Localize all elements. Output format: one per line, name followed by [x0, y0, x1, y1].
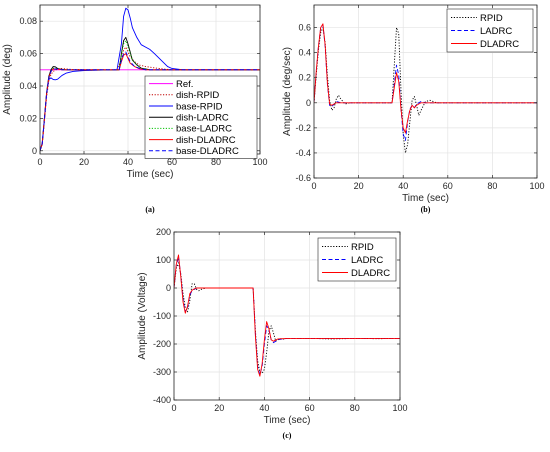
y-tick-label: 100 — [156, 255, 171, 265]
y-tick-label: 200 — [156, 227, 171, 237]
y-tick-label: 0.02 — [19, 113, 37, 123]
y-axis-label: Amplitude (Voltage) — [137, 272, 148, 359]
x-tick-label: 0 — [37, 157, 42, 167]
y-tick-label: -0.2 — [295, 123, 311, 133]
legend-label: base-RPID — [176, 101, 223, 112]
y-tick-label: -0.6 — [295, 173, 311, 183]
legend-label: RPID — [351, 242, 374, 253]
x-axis-label: Time (sec) — [264, 415, 311, 426]
chart-c: 0 20 40 60 80 100 -400 -300 -200 -100 0 100 200 Time … — [137, 227, 408, 440]
figure-caption: (a) — [145, 205, 155, 214]
y-axis-label: Amplitude (deg/sec) — [282, 47, 293, 136]
figure-caption: (b) — [421, 205, 431, 214]
y-tick-label: 0.6 — [298, 23, 311, 33]
chart-a: 0 20 40 60 80 100 0 0.02 0.04 0.06 0.08 Time (sec) A… — [2, 4, 268, 214]
legend-label: LADRC — [351, 255, 383, 266]
y-tick-label: -200 — [153, 339, 171, 349]
y-tick-label: 0.08 — [19, 16, 37, 26]
legend: RPID LADRC DLADRC — [317, 237, 397, 282]
x-axis-label: Time (sec) — [127, 169, 174, 180]
series-line-base-rpid — [40, 7, 260, 151]
x-tick-label: 100 — [392, 403, 407, 413]
legend: RPID LADRC DLADRC — [446, 8, 534, 53]
legend-label: base-LADRC — [176, 124, 232, 135]
series-group — [174, 254, 400, 377]
x-tick-label: 40 — [123, 157, 133, 167]
series-line-dladrc — [314, 23, 537, 134]
x-tick-label: 40 — [259, 403, 269, 413]
legend-label: dish-DLADRC — [176, 135, 236, 146]
x-tick-label: 60 — [443, 181, 453, 191]
legend-label: RPID — [480, 13, 503, 24]
legend-label: dish-LADRC — [176, 113, 229, 124]
x-axis-label: Time (sec) — [402, 193, 449, 204]
series-line-base-dladrc — [40, 51, 260, 151]
x-tick-label: 20 — [79, 157, 89, 167]
x-tick-label: 80 — [350, 403, 360, 413]
legend-label: dish-RPID — [176, 90, 219, 101]
y-tick-label: -400 — [153, 395, 171, 405]
legend-label: LADRC — [480, 26, 512, 37]
y-tick-label: 0.06 — [19, 49, 37, 59]
y-tick-label: 0.04 — [19, 81, 37, 91]
x-tick-label: 20 — [214, 403, 224, 413]
y-tick-label: 0 — [166, 283, 171, 293]
x-tick-label: 0 — [311, 181, 316, 191]
y-tick-label: 0.4 — [298, 48, 311, 58]
figure-caption: (c) — [283, 431, 292, 440]
y-tick-label: 0 — [32, 146, 37, 156]
x-tick-label: 20 — [354, 181, 364, 191]
legend-label: base-DLADRC — [176, 146, 239, 157]
series-group — [40, 7, 260, 151]
y-tick-label: 0 — [306, 98, 311, 108]
axes-box — [313, 4, 538, 179]
x-tick-label: 80 — [211, 157, 221, 167]
y-tick-label: -100 — [153, 311, 171, 321]
y-tick-label: -300 — [153, 367, 171, 377]
legend-label: Ref. — [176, 79, 193, 90]
legend-label: DLADRC — [480, 39, 519, 50]
y-tick-label: 0.2 — [298, 73, 311, 83]
y-axis-label: Amplitude (deg) — [2, 44, 13, 115]
series-group — [314, 23, 537, 154]
chart-b: 0 20 40 60 80 100 -0.6 -0.4 -0.2 0 0.2 0.4 0.6 Time (… — [282, 4, 545, 214]
y-tick-label: -0.4 — [295, 148, 311, 158]
x-tick-label: 100 — [252, 157, 267, 167]
legend: Ref.dish-RPIDbase-RPIDdish-LADRCbase-LAD… — [144, 75, 258, 159]
x-tick-label: 60 — [305, 403, 315, 413]
x-tick-label: 40 — [398, 181, 408, 191]
x-tick-label: 60 — [167, 157, 177, 167]
legend-label: DLADRC — [351, 268, 390, 279]
x-tick-label: 100 — [529, 181, 544, 191]
series-line-dladrc — [174, 254, 400, 377]
x-tick-label: 80 — [487, 181, 497, 191]
x-tick-label: 0 — [171, 403, 176, 413]
